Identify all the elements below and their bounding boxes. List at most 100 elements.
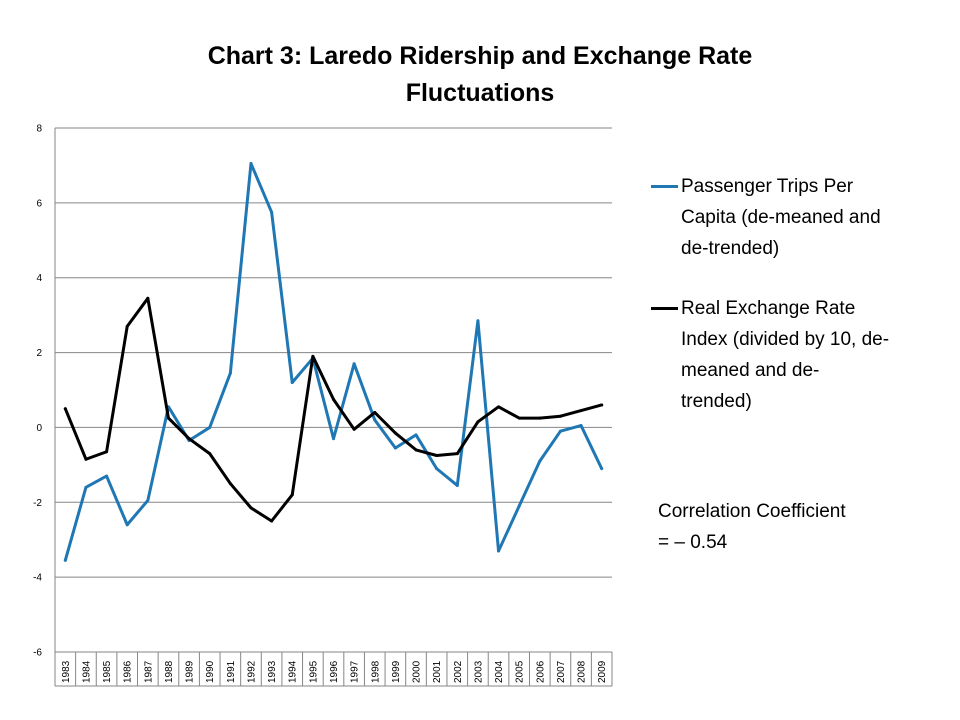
data-point <box>558 429 562 433</box>
data-point <box>517 504 521 508</box>
x-tick-label: 1992 <box>246 660 257 683</box>
legend-item-exchange-rate: Real Exchange Rate Index (divided by 10,… <box>651 293 941 417</box>
y-tick-label: 2 <box>36 348 42 359</box>
data-point <box>228 371 232 375</box>
y-tick-label: 6 <box>36 198 42 209</box>
legend-item-passenger-trips: Passenger Trips Per Capita (de-meaned an… <box>651 171 941 264</box>
x-tick-label: 1997 <box>350 660 361 683</box>
y-tick-label: -2 <box>33 498 42 509</box>
x-tick-label: 2008 <box>577 660 588 683</box>
data-point <box>105 450 109 454</box>
y-tick-label: 4 <box>36 273 42 284</box>
y-tick-label: 0 <box>36 423 42 434</box>
data-point <box>63 407 67 411</box>
data-point <box>166 416 170 420</box>
chart-title-line-2: Fluctuations <box>405 79 555 107</box>
x-tick-label: 1991 <box>226 660 237 683</box>
x-tick-label: 2004 <box>494 660 505 683</box>
legend-label-line: meaned and de- <box>681 360 820 381</box>
data-point <box>538 459 542 463</box>
x-tick-label: 1996 <box>329 660 340 683</box>
data-point <box>290 493 294 497</box>
data-point <box>332 397 335 401</box>
data-point <box>332 437 335 441</box>
data-point <box>105 474 109 478</box>
series-line-exchange-rate <box>63 296 604 523</box>
x-tick-label: 1983 <box>61 660 72 683</box>
x-tick-label: 2003 <box>473 660 484 683</box>
x-tick-label: 2000 <box>412 660 423 683</box>
data-point <box>187 437 191 441</box>
correlation-annotation: Correlation Coefficient = – 0.54 <box>658 496 846 558</box>
data-point <box>476 319 480 323</box>
x-tick-label: 1986 <box>123 660 134 683</box>
data-point <box>84 457 88 461</box>
data-point <box>290 381 294 385</box>
legend-label-line: Index (divided by 10, de- <box>681 329 890 350</box>
data-point <box>146 498 150 502</box>
chart-title-line-1: Chart 3: Laredo Ridership and Exchange R… <box>207 42 753 70</box>
x-tick-label: 2009 <box>597 660 608 683</box>
data-point <box>208 425 212 429</box>
y-tick-label: -6 <box>33 648 42 659</box>
x-tick-label: 1989 <box>185 660 196 683</box>
x-tick-label: 1994 <box>288 660 299 683</box>
data-point <box>352 362 356 366</box>
x-tick-label: 1985 <box>102 660 113 683</box>
data-point <box>125 324 129 328</box>
x-tick-label: 1988 <box>164 660 175 683</box>
legend-label-line: Capita (de-meaned and <box>681 207 881 228</box>
legend-swatch-passenger-trips <box>651 185 678 188</box>
data-point <box>63 558 67 562</box>
legend-label-line: Passenger Trips Per <box>681 176 854 197</box>
x-tick-label: 1995 <box>308 660 319 683</box>
legend-swatch-exchange-rate <box>651 307 678 310</box>
data-point <box>579 409 583 413</box>
x-tick-label: 1990 <box>205 660 216 683</box>
data-point <box>270 519 274 523</box>
data-point <box>125 523 129 527</box>
x-tick-label: 1993 <box>267 660 278 683</box>
data-point <box>455 452 459 456</box>
data-point <box>146 296 150 300</box>
data-point <box>84 485 88 489</box>
correlation-label: Correlation Coefficient <box>658 501 846 522</box>
data-point <box>455 483 459 487</box>
data-point <box>600 467 604 471</box>
data-point <box>270 210 274 214</box>
x-tick-label: 1998 <box>370 660 381 683</box>
data-point <box>352 427 356 431</box>
data-point <box>476 420 480 424</box>
data-point <box>538 416 542 420</box>
data-point <box>517 416 521 420</box>
data-point <box>558 414 562 418</box>
y-tick-label: 8 <box>36 124 42 135</box>
data-point <box>373 410 377 414</box>
data-point <box>497 405 501 409</box>
data-point <box>435 467 439 471</box>
y-tick-label: -4 <box>33 573 42 584</box>
data-point <box>393 431 397 435</box>
x-tick-label: 1987 <box>143 660 154 683</box>
data-point <box>249 162 253 166</box>
data-point <box>208 452 212 456</box>
data-point <box>414 433 418 437</box>
data-point <box>579 424 583 428</box>
x-tick-label: 2006 <box>535 660 546 683</box>
x-tick-label: 2002 <box>453 660 464 683</box>
x-tick-label: 2001 <box>432 660 443 683</box>
x-tick-label: 1999 <box>391 660 402 683</box>
correlation-value: = – 0.54 <box>658 532 728 553</box>
data-point <box>311 354 315 358</box>
series-line-passenger-trips <box>63 162 604 562</box>
x-tick-label: 1984 <box>81 660 92 683</box>
x-tick-label: 2007 <box>556 660 567 683</box>
data-point <box>373 418 377 422</box>
data-point <box>393 446 397 450</box>
chart-title: Chart 3: Laredo Ridership and Exchange R… <box>0 38 960 112</box>
data-point <box>600 403 604 407</box>
data-point <box>249 506 253 510</box>
legend-label-line: trended) <box>681 391 752 412</box>
data-point <box>414 448 418 452</box>
legend-label-line: Real Exchange Rate <box>681 298 856 319</box>
